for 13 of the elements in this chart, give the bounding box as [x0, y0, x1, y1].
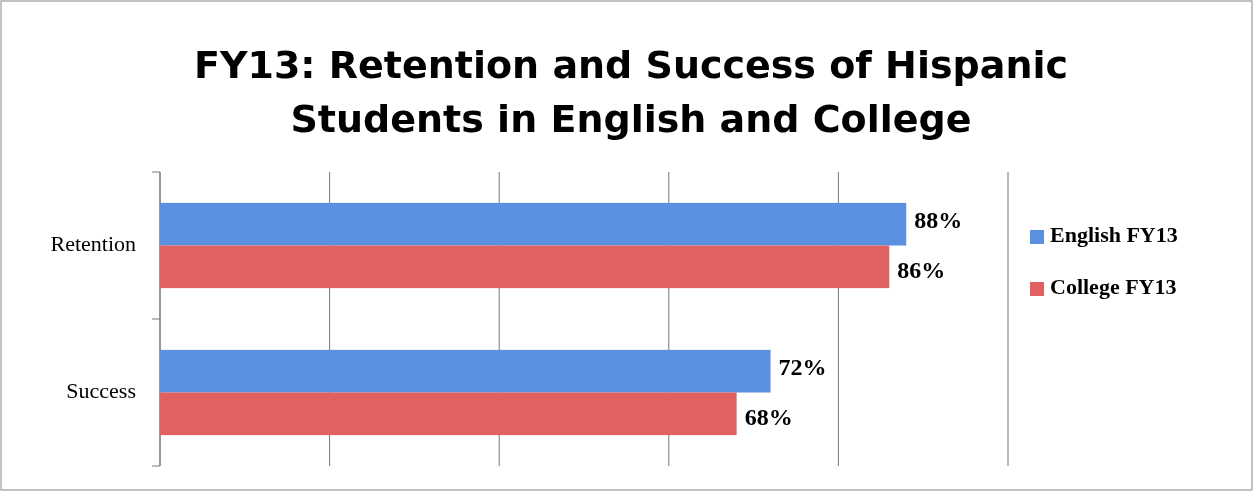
bar [160, 245, 890, 289]
legend-label: College FY13 [1050, 274, 1177, 300]
bar [160, 349, 771, 393]
bar [160, 392, 737, 436]
data-label: 86% [897, 257, 946, 284]
y-tick-label: Success [66, 377, 136, 403]
legend-label: English FY13 [1050, 222, 1178, 248]
data-label: 72% [778, 353, 827, 380]
data-label: 68% [744, 404, 793, 431]
y-tick-label: Retention [50, 230, 136, 256]
bar [160, 202, 907, 246]
data-label: 88% [914, 206, 963, 233]
chart-title: FY13: Retention and Success of Hispanic Students in English and College [194, 43, 1068, 141]
